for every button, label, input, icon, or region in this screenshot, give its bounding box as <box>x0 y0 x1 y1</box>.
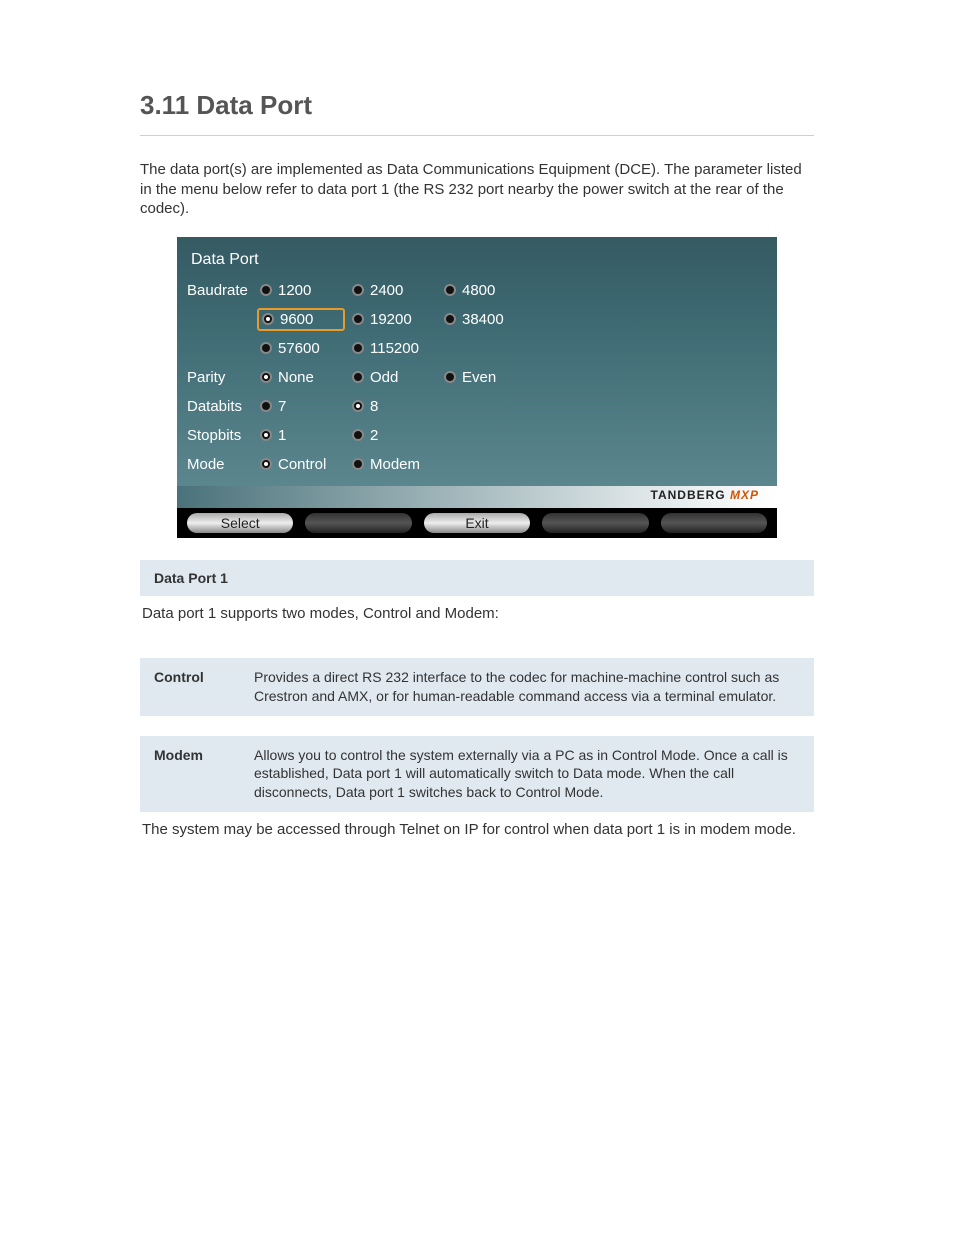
intro-paragraph: The data port(s) are implemented as Data… <box>140 160 814 219</box>
option-label: 9600 <box>280 311 313 328</box>
row-label: Mode <box>187 456 257 473</box>
control-key: Control <box>140 658 240 716</box>
option-label: Control <box>278 456 326 473</box>
button-placeholder <box>661 513 767 533</box>
row-label: Stopbits <box>187 427 257 444</box>
radio-icon <box>260 429 272 441</box>
dataport1-desc: Data port 1 supports two modes, Control … <box>140 596 814 638</box>
settings-row: Mode Control Modem <box>187 453 767 476</box>
brand-name: TANDBERG <box>651 488 726 502</box>
option-label: 7 <box>278 398 286 415</box>
radio-icon <box>352 400 364 412</box>
radio-option[interactable]: 2400 <box>349 279 437 302</box>
page-heading: 3.11 Data Port <box>140 90 814 121</box>
option-label: 2 <box>370 427 378 444</box>
radio-icon <box>260 371 272 383</box>
option-label: Modem <box>370 456 420 473</box>
row-label: Baudrate <box>187 282 257 299</box>
radio-icon <box>260 284 272 296</box>
radio-icon <box>352 313 364 325</box>
option-label: 8 <box>370 398 378 415</box>
exit-button[interactable]: Exit <box>424 513 530 533</box>
radio-icon <box>352 284 364 296</box>
modem-after-note: The system may be accessed through Telne… <box>140 812 814 840</box>
settings-row: Stopbits 1 2 <box>187 424 767 447</box>
radio-option[interactable]: 1200 <box>257 279 345 302</box>
radio-option[interactable]: Control <box>257 453 345 476</box>
row-label: Parity <box>187 369 257 386</box>
option-label: 4800 <box>462 282 495 299</box>
radio-option[interactable]: 57600 <box>257 337 345 360</box>
radio-option[interactable]: 7 <box>257 395 345 418</box>
radio-option[interactable]: Even <box>441 366 529 389</box>
radio-option[interactable]: 4800 <box>441 279 529 302</box>
button-bar: Select Exit <box>177 508 777 538</box>
option-label: 38400 <box>462 311 504 328</box>
option-label: Even <box>462 369 496 386</box>
settings-row: Baudrate 1200 2400 4800 <box>187 279 767 302</box>
radio-icon <box>352 429 364 441</box>
radio-icon <box>352 342 364 354</box>
option-label: 1 <box>278 427 286 444</box>
option-label: 115200 <box>370 340 419 357</box>
settings-row: 57600 115200 <box>187 337 767 360</box>
option-label: 1200 <box>278 282 311 299</box>
radio-icon <box>444 371 456 383</box>
radio-icon <box>352 371 364 383</box>
radio-icon <box>352 458 364 470</box>
settings-row: 9600 19200 38400 <box>187 308 767 331</box>
option-label: 19200 <box>370 311 412 328</box>
modem-text: Allows you to control the system externa… <box>240 736 814 813</box>
radio-option[interactable]: Odd <box>349 366 437 389</box>
brand-bar: TANDBERG MXP <box>177 486 777 508</box>
radio-option[interactable]: Modem <box>349 453 437 476</box>
radio-option[interactable]: 1 <box>257 424 345 447</box>
radio-icon <box>260 342 272 354</box>
radio-icon <box>444 313 456 325</box>
radio-option[interactable]: 115200 <box>349 337 437 360</box>
modem-key: Modem <box>140 736 240 813</box>
modem-block: Modem Allows you to control the system e… <box>140 736 814 841</box>
radio-icon <box>260 458 272 470</box>
radio-icon <box>260 400 272 412</box>
button-placeholder <box>542 513 648 533</box>
radio-option[interactable]: None <box>257 366 345 389</box>
button-placeholder <box>305 513 411 533</box>
heading-rule <box>140 135 814 136</box>
option-label: None <box>278 369 314 386</box>
control-text: Provides a direct RS 232 interface to th… <box>240 658 814 716</box>
radio-option[interactable]: 19200 <box>349 308 437 331</box>
panel-title: Data Port <box>187 247 767 279</box>
settings-screenshot: Data Port Baudrate 1200 2400 4800 9600 19200 3… <box>177 237 777 538</box>
radio-option[interactable]: 9600 <box>257 308 345 331</box>
radio-option[interactable]: 2 <box>349 424 437 447</box>
settings-row: Parity None Odd Even <box>187 366 767 389</box>
settings-row: Databits 7 8 <box>187 395 767 418</box>
brand-suffix: MXP <box>730 488 759 502</box>
option-label: 2400 <box>370 282 403 299</box>
radio-icon <box>444 284 456 296</box>
option-label: 57600 <box>278 340 320 357</box>
dataport1-header: Data Port 1 <box>140 560 814 596</box>
select-button[interactable]: Select <box>187 513 293 533</box>
radio-option[interactable]: 38400 <box>441 308 529 331</box>
option-label: Odd <box>370 369 398 386</box>
dataport1-block: Data Port 1 Data port 1 supports two mod… <box>140 560 814 638</box>
radio-option[interactable]: 8 <box>349 395 437 418</box>
radio-icon <box>262 313 274 325</box>
control-block: Control Provides a direct RS 232 interfa… <box>140 658 814 716</box>
row-label: Databits <box>187 398 257 415</box>
